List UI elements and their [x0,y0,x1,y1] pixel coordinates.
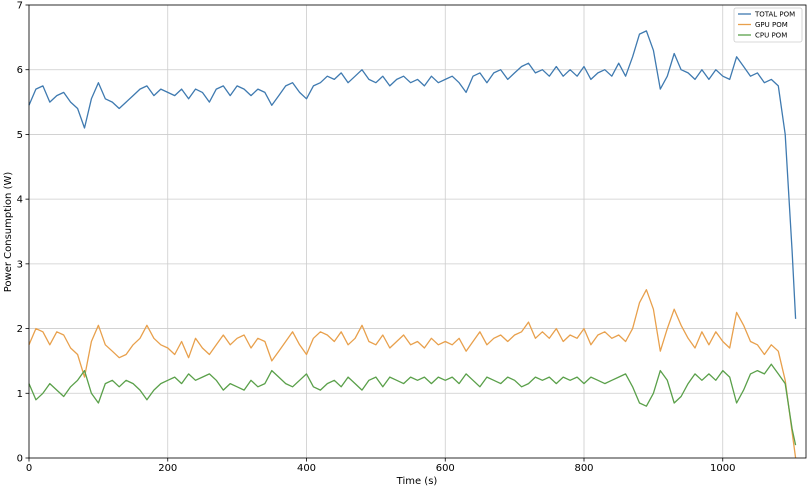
legend-label: TOTAL POM [754,11,795,19]
y-tick-label: 2 [17,324,23,335]
legend-box [733,7,803,43]
y-tick-label: 7 [17,1,23,12]
x-tick-label: 400 [297,463,316,474]
plot-frame [28,4,807,459]
y-axis-label: Power Consumption (W) [3,172,14,293]
series-layer [28,30,797,459]
x-tick-label: 200 [158,463,177,474]
x-axis-label: Time (s) [396,476,438,487]
legend-label: GPU POM [755,21,788,29]
x-tick-label: 800 [574,463,593,474]
series-line-2 [28,363,797,446]
y-tick-label: 3 [17,259,23,270]
ticks: 0 200 400 600 800 1000 0 1 2 3 4 5 6 7 [17,1,736,475]
y-tick-label: 5 [17,130,23,141]
y-tick-label: 4 [17,195,23,206]
y-tick-label: 6 [17,65,23,76]
x-tick-label: 600 [436,463,455,474]
y-tick-label: 0 [17,454,23,465]
x-tick-label: 0 [26,463,32,474]
legend: TOTAL POM GPU POM CPU POM [733,7,803,43]
legend-label: CPU POM [755,32,787,40]
series-line-0 [28,30,797,319]
x-tick-label: 1000 [710,463,735,474]
series-line-1 [28,289,797,459]
y-tick-label: 1 [17,389,23,400]
